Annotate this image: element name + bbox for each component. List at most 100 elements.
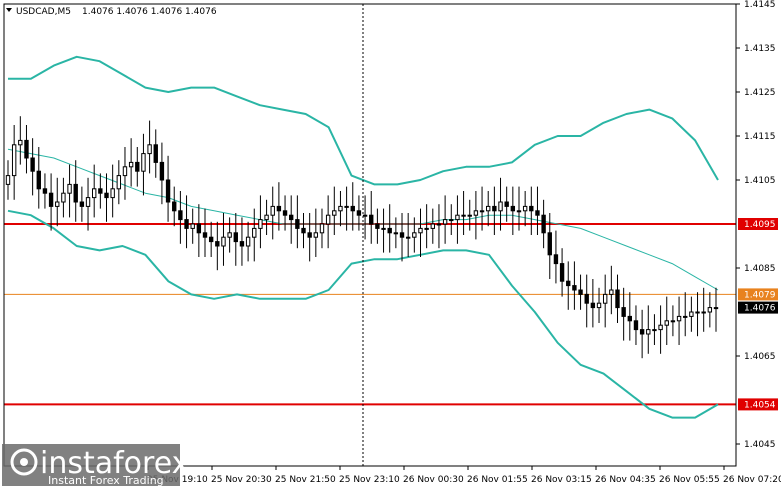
candle-79 — [492, 186, 497, 235]
candle-60 — [375, 208, 380, 244]
level-badge-0: 1.4095 — [744, 220, 776, 230]
candle-body-89 — [553, 254, 559, 265]
symbol-collapse-icon[interactable] — [6, 8, 12, 12]
candle-25 — [159, 142, 165, 205]
candle-2 — [18, 116, 23, 165]
x-tick-label-1: 25 Nov 20:30 — [211, 475, 272, 485]
candle-28 — [178, 191, 183, 244]
candle-body-28 — [178, 210, 183, 221]
candle-33 — [208, 221, 214, 257]
level-badge-0-bg — [738, 218, 778, 230]
y-tick-label-3: 1.4115 — [744, 132, 776, 142]
candle-body-102 — [633, 320, 639, 331]
candle-body-99 — [615, 289, 620, 309]
logo-icon — [10, 448, 38, 476]
y-axis: 1.41451.41351.41251.41151.41051.40851.40… — [736, 0, 776, 450]
candle-7 — [48, 173, 54, 231]
header-symbol: USDCAD,M5 — [16, 7, 71, 17]
candle-49 — [307, 213, 312, 262]
candle-body-43 — [270, 205, 275, 216]
candle-43 — [270, 186, 275, 240]
logo-icon-dot — [20, 458, 28, 466]
y-tick-label-4: 1.4105 — [744, 176, 776, 186]
candle-4 — [30, 138, 35, 196]
candle-58 — [362, 195, 368, 240]
candle-body-105 — [652, 329, 657, 332]
candle-body-3 — [24, 139, 29, 159]
candle-body-83 — [516, 210, 522, 213]
candle-102 — [633, 305, 639, 345]
candle-15 — [98, 173, 103, 209]
candle-68 — [424, 204, 429, 249]
candle-14 — [91, 164, 97, 218]
candle-body-69 — [430, 223, 435, 229]
candle-body-29 — [184, 219, 189, 229]
candle-body-75 — [467, 214, 472, 217]
candle-body-32 — [202, 232, 208, 238]
candle-22 — [141, 133, 146, 196]
candle-72 — [449, 204, 454, 235]
candle-body-91 — [566, 280, 571, 287]
candle-62 — [387, 204, 392, 253]
candle-57 — [356, 195, 362, 231]
candle-body-109 — [676, 315, 682, 322]
candle-body-25 — [159, 161, 165, 181]
candle-body-98 — [609, 289, 614, 295]
y-tick-label-0: 1.4145 — [744, 0, 776, 10]
candle-95 — [590, 279, 596, 328]
candle-body-38 — [239, 241, 245, 247]
candle-body-78 — [486, 205, 491, 212]
candle-body-48 — [301, 227, 306, 234]
logo-tagline: Instant Forex Trading — [48, 474, 164, 487]
candle-100 — [621, 287, 626, 341]
y-tick-label-6: 1.4065 — [744, 352, 776, 362]
x-tick-label-5: 26 Nov 01:55 — [467, 475, 528, 485]
candle-body-52 — [325, 214, 331, 225]
candle-67 — [418, 208, 423, 257]
candle-39 — [245, 221, 251, 262]
candle-body-81 — [504, 201, 509, 207]
candle-97 — [602, 274, 608, 328]
candle-body-19 — [122, 166, 128, 177]
candle-30 — [190, 208, 195, 244]
candle-body-113 — [701, 311, 706, 314]
candle-body-35 — [221, 236, 226, 247]
logo-brand-text: instaforex — [40, 446, 189, 481]
candle-body-11 — [73, 183, 78, 203]
candle-body-94 — [584, 293, 589, 304]
candle-body-63 — [393, 232, 399, 235]
candle-body-22 — [141, 153, 146, 172]
candle-body-65 — [405, 236, 411, 239]
candle-107 — [664, 296, 669, 345]
candle-body-10 — [67, 183, 72, 194]
x-tick-label-3: 25 Nov 23:10 — [339, 475, 400, 485]
candle-115 — [713, 287, 719, 332]
candle-88 — [547, 213, 552, 279]
candle-body-50 — [313, 232, 319, 238]
candle-body-8 — [55, 201, 60, 207]
candle-body-46 — [289, 214, 294, 221]
candle-96 — [596, 287, 602, 323]
x-tick-label-4: 26 Nov 00:30 — [403, 475, 464, 485]
candles-layer — [5, 116, 719, 359]
candle-108 — [670, 305, 676, 337]
candle-52 — [325, 195, 331, 249]
candle-114 — [707, 292, 713, 328]
candle-71 — [442, 195, 448, 244]
candle-99 — [615, 274, 620, 323]
candle-17 — [110, 164, 115, 218]
candle-90 — [559, 248, 565, 297]
candle-23 — [147, 120, 152, 174]
y-tick-label-1: 1.4135 — [744, 44, 776, 54]
candle-body-45 — [282, 210, 288, 216]
candle-body-33 — [208, 236, 214, 243]
candle-6 — [42, 173, 48, 209]
candle-84 — [522, 191, 528, 227]
candle-body-41 — [258, 219, 263, 229]
candle-body-108 — [670, 320, 676, 323]
candle-body-93 — [578, 289, 583, 295]
candle-body-87 — [541, 214, 546, 234]
candle-body-73 — [455, 214, 460, 221]
candle-8 — [55, 177, 60, 227]
